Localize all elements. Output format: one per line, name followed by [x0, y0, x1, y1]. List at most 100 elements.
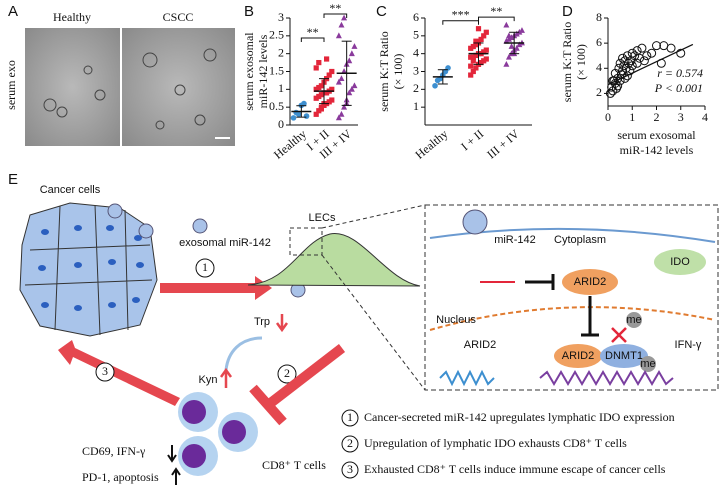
- dot: [508, 34, 515, 41]
- point: [627, 48, 637, 58]
- dot: [329, 97, 335, 103]
- y-tick-label: 0.5: [269, 99, 284, 113]
- label: CD69, IFN-γ: [82, 444, 146, 458]
- arrow: [58, 340, 180, 406]
- dot: [505, 32, 512, 39]
- label: DNMT1: [605, 350, 643, 362]
- dot: [483, 56, 489, 62]
- exosomes: [107, 203, 306, 298]
- t-cells: [178, 392, 258, 476]
- inhibit-arrow: [264, 344, 346, 409]
- x-tick-label: I + II: [458, 127, 486, 154]
- step-number: 1: [202, 260, 208, 274]
- y-tick-label: 1: [278, 81, 284, 95]
- methyl: [640, 356, 656, 372]
- step-circle: [341, 435, 359, 453]
- image-label: Healthy: [53, 10, 91, 24]
- y-tick-label: 5: [413, 28, 419, 42]
- y-axis-label: (× 100): [574, 44, 588, 80]
- point: [639, 56, 649, 66]
- dot: [346, 89, 353, 96]
- dot: [329, 68, 335, 75]
- dot: [313, 111, 319, 117]
- y-tick-label: 6: [413, 10, 419, 24]
- x-axis-label: miR-142 levels: [620, 143, 694, 157]
- cell-borders: [24, 204, 153, 336]
- y-axis-label: serum exosomal: [242, 32, 256, 111]
- step-circle: [195, 258, 215, 278]
- panel-label: B: [244, 3, 254, 20]
- dot: [324, 56, 330, 62]
- inhibit: [581, 296, 599, 337]
- label: me: [640, 358, 655, 370]
- dot: [318, 83, 324, 89]
- y-tick-label: 2: [278, 45, 284, 59]
- dot: [473, 65, 479, 71]
- dot: [503, 60, 510, 67]
- up-arrow: [219, 367, 233, 388]
- label: Kyn: [199, 374, 218, 386]
- dot: [295, 111, 302, 118]
- sig-bracket: [323, 13, 348, 18]
- dot: [505, 53, 512, 60]
- arrow: [160, 276, 272, 300]
- label: Cytoplasm: [554, 234, 606, 246]
- exosome: [462, 209, 488, 235]
- label: exosomal miR-142: [179, 237, 271, 249]
- point: [613, 81, 623, 91]
- x-tick-label: III + IV: [484, 126, 522, 161]
- step-number: 1: [347, 410, 353, 424]
- step-circle: [341, 409, 359, 427]
- dna: [539, 370, 674, 386]
- dot: [351, 43, 358, 49]
- stat-label: P < 0.001: [654, 81, 703, 95]
- dot: [341, 68, 348, 74]
- y-tick-label: 1.5: [269, 63, 284, 77]
- down-arrow: [167, 445, 177, 463]
- dot: [505, 36, 512, 42]
- dot: [470, 68, 476, 75]
- stat-label: r = 0.574: [657, 66, 703, 80]
- inhibit-bar: [249, 384, 287, 426]
- inset-box: [424, 204, 719, 391]
- dot: [338, 110, 345, 117]
- y-tick-label: 1: [413, 99, 419, 113]
- x-tick-label: 0: [605, 110, 611, 124]
- dot: [335, 32, 342, 39]
- lec: [247, 233, 421, 287]
- y-tick-label: 2.5: [269, 28, 284, 42]
- dot: [316, 59, 322, 66]
- nuclei: [38, 225, 144, 311]
- y-axis-label: serum K:T Ratio: [560, 22, 574, 102]
- dot: [518, 27, 525, 33]
- dot: [335, 114, 342, 121]
- dot: [516, 41, 523, 48]
- curve-arrow: [224, 336, 263, 371]
- dot: [503, 37, 510, 44]
- point: [637, 43, 647, 53]
- dot: [516, 28, 523, 35]
- dot: [348, 85, 355, 92]
- up-arrow: [171, 467, 181, 485]
- panel-label: E: [8, 171, 18, 188]
- dot: [432, 82, 438, 89]
- sig-label: ***: [452, 7, 470, 21]
- em-image: [25, 28, 120, 146]
- methyl: [626, 312, 642, 328]
- vesicles: [43, 48, 217, 130]
- legend-text: Upregulation of lymphatic IDO exhausts C…: [364, 436, 627, 450]
- y-tick-label: 4: [413, 45, 419, 59]
- panel-label: A: [8, 3, 18, 20]
- dot: [483, 47, 489, 53]
- step-number: 3: [102, 364, 108, 378]
- label: Trp: [254, 316, 270, 328]
- y-tick-label: 2: [596, 85, 602, 99]
- sig-bracket: [300, 37, 325, 42]
- y-axis-label: serum K:T Ratio: [377, 31, 391, 111]
- dot: [338, 21, 345, 28]
- y-axis-label: miR-142 levels: [256, 34, 270, 108]
- label: LECs: [309, 212, 336, 224]
- label: IFN-γ: [675, 339, 702, 351]
- dot: [481, 33, 487, 39]
- point: [676, 48, 686, 58]
